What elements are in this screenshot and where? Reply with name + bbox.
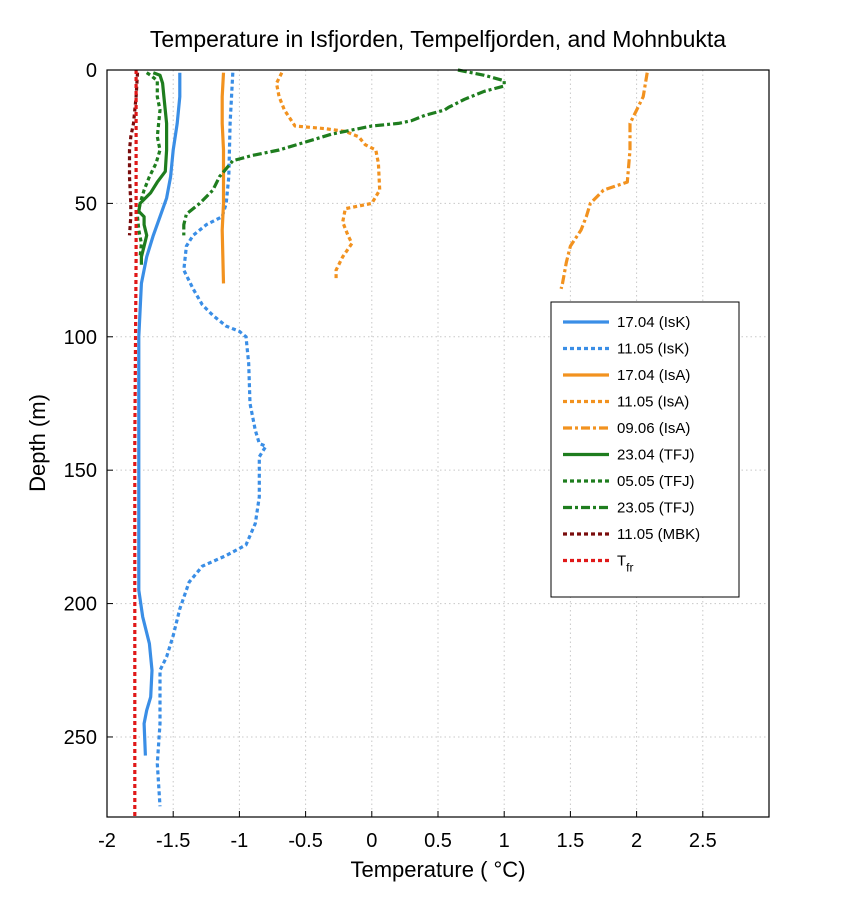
x-tick-label: 1 (499, 830, 510, 852)
legend-label: 17.04 (IsA) (617, 367, 690, 384)
y-tick-label: 100 (64, 327, 97, 349)
y-axis-label: Depth (m) (25, 394, 50, 492)
legend-label: 23.05 (TFJ) (617, 500, 695, 517)
legend-box (550, 301, 740, 598)
legend-label: 05.05 (TFJ) (617, 473, 695, 490)
series-line-05-05-tfj- (135, 71, 162, 257)
series-line-17-04-isa- (220, 72, 226, 284)
y-tick-label: 200 (64, 594, 97, 616)
y-axis-ticks: 0 50 100 150 200 250 (64, 60, 113, 749)
x-tick-label: 2.5 (689, 830, 717, 852)
x-tick-label: -1 (231, 830, 249, 852)
legend-label: 23.04 (TFJ) (617, 447, 695, 464)
y-tick-label: 0 (86, 60, 97, 82)
x-axis-label: Temperature ( °C) (350, 857, 525, 882)
series-line-11-05-mbk- (127, 72, 140, 236)
legend-label: 11.05 (IsK) (617, 341, 689, 358)
series-line-23-04-tfj- (137, 71, 169, 265)
x-tick-label: -2 (98, 830, 116, 852)
legend: 17.04 (IsK) 11.05 (IsK) 17.04 (IsA) 11.05 (… (550, 301, 740, 598)
series-line-t-fr (133, 70, 138, 817)
legend-label-subscript: fr (626, 561, 633, 575)
legend-label: 11.05 (MBK) (617, 526, 700, 543)
x-tick-label: 1.5 (556, 830, 584, 852)
series-line-11-05-isk- (155, 72, 268, 807)
x-tick-label: 0.5 (424, 830, 452, 852)
legend-label: 17.04 (IsK) (617, 314, 690, 331)
plot-area (127, 68, 649, 817)
legend-label: 09.06 (IsA) (617, 420, 690, 437)
x-tick-label: -1.5 (156, 830, 190, 852)
y-tick-label: 50 (75, 193, 97, 215)
series-line-11-05-isa- (274, 71, 382, 279)
series-line-17-04-isk- (137, 72, 182, 756)
x-tick-label: 2 (631, 830, 642, 852)
legend-label: 11.05 (IsA) (617, 394, 689, 411)
y-tick-label: 150 (64, 460, 97, 482)
x-tick-label: 0 (366, 830, 377, 852)
x-axis-ticks: -2 -1.5 -1 -0.5 0 0.5 1 1.5 2 2.5 (98, 811, 717, 852)
x-tick-label: -0.5 (288, 830, 322, 852)
chart-title: Temperature in Isfjorden, Tempelfjorden,… (150, 26, 726, 52)
series-line-09-06-isa- (559, 72, 649, 290)
y-tick-label: 250 (64, 727, 97, 749)
series-line-23-05-tfj- (182, 68, 506, 236)
